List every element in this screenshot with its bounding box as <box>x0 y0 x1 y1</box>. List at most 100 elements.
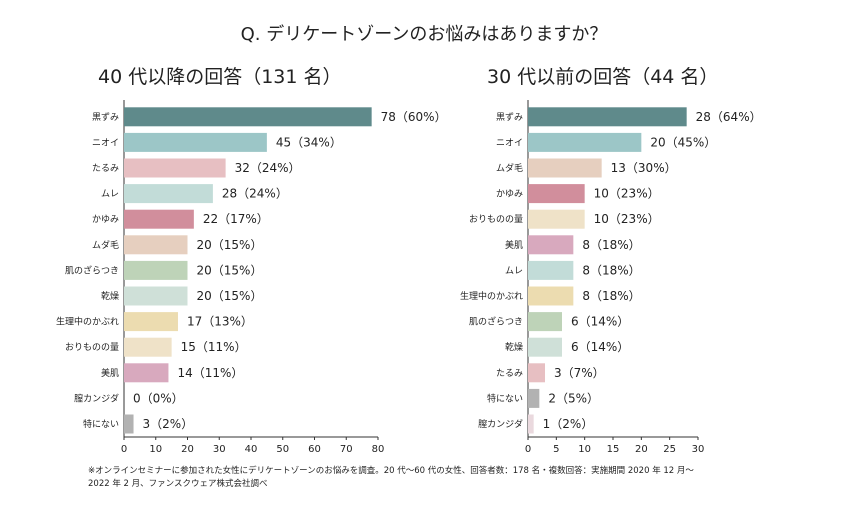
right-value-label: 8（18%） <box>582 238 640 252</box>
right-bar <box>528 235 574 255</box>
left-value-label: 17（13%） <box>187 315 253 329</box>
right-value-label: 28（64%） <box>696 110 762 124</box>
left-x-tick-label: 50 <box>276 444 289 455</box>
left-value-label: 78（60%） <box>381 110 447 124</box>
right-bar <box>528 363 545 383</box>
right-value-label: 1（2%） <box>543 417 594 431</box>
right-bar <box>528 312 562 332</box>
left-value-label: 14（11%） <box>177 366 243 380</box>
right-category-label: 生理中のかぶれ <box>460 290 523 302</box>
left-value-label: 20（15%） <box>197 289 263 303</box>
left-bar <box>124 414 134 434</box>
footnote-line-1: ※オンラインセミナーに参加された女性にデリケートゾーンのお悩みを調査。20 代〜… <box>88 466 694 476</box>
left-x-tick-label: 0 <box>121 444 127 455</box>
left-bar <box>124 260 188 280</box>
right-value-label: 6（14%） <box>571 315 629 329</box>
right-x-tick-label: 25 <box>663 444 676 455</box>
left-value-label: 15（11%） <box>181 340 247 354</box>
right-value-label: 13（30%） <box>611 161 677 175</box>
right-category-label: 膣カンジダ <box>478 418 523 430</box>
right-value-label: 6（14%） <box>571 340 629 354</box>
left-x-tick-label: 60 <box>308 444 321 455</box>
left-chart-title: 40 代以降の回答（131 名） <box>98 66 342 88</box>
left-category-label: 肌のざらつき <box>65 264 119 276</box>
left-bar <box>124 337 172 357</box>
left-category-label: かゆみ <box>92 214 119 225</box>
right-bar <box>528 158 602 178</box>
right-x-tick-label: 15 <box>607 444 620 455</box>
left-bar <box>124 107 372 127</box>
right-category-label: 美肌 <box>505 239 523 251</box>
left-value-label: 32（24%） <box>235 161 301 175</box>
left-x-tick-label: 80 <box>372 444 385 455</box>
right-value-label: 3（7%） <box>554 366 605 380</box>
left-category-label: 特にない <box>83 418 119 430</box>
right-value-label: 10（23%） <box>594 212 660 226</box>
left-category-label: 生理中のかぶれ <box>56 316 119 328</box>
left-category-label: おりものの量 <box>65 342 119 353</box>
left-value-label: 22（17%） <box>203 212 269 226</box>
left-x-tick-label: 30 <box>213 444 226 455</box>
right-category-label: ムダ毛 <box>496 162 523 174</box>
left-category-label: ムダ毛 <box>92 239 119 251</box>
left-value-label: 45（34%） <box>276 135 342 149</box>
right-category-label: 肌のざらつき <box>469 316 523 328</box>
right-bar <box>528 107 687 127</box>
right-value-label: 8（18%） <box>582 289 640 303</box>
right-x-tick-label: 30 <box>692 444 705 455</box>
right-bar <box>528 260 574 280</box>
right-chart-title: 30 代以前の回答（44 名） <box>487 66 719 88</box>
left-value-label: 20（15%） <box>197 263 263 277</box>
right-value-label: 8（18%） <box>582 263 640 277</box>
right-x-tick-label: 0 <box>525 444 531 455</box>
footnote: ※オンラインセミナーに参加された女性にデリケートゾーンのお悩みを調査。20 代〜… <box>88 465 788 491</box>
left-bar <box>124 209 194 229</box>
left-bar <box>124 184 213 204</box>
right-category-label: 乾燥 <box>505 341 523 353</box>
left-category-label: 美肌 <box>101 367 119 379</box>
right-bar <box>528 209 585 229</box>
left-x-tick-label: 40 <box>245 444 258 455</box>
left-bar <box>124 286 188 306</box>
right-value-label: 20（45%） <box>650 135 716 149</box>
left-category-label: 乾燥 <box>101 290 119 302</box>
left-category-label: 膣カンジダ <box>74 392 119 404</box>
right-value-label: 2（5%） <box>548 391 599 405</box>
right-category-label: ムレ <box>505 265 523 276</box>
left-x-tick-label: 10 <box>149 444 162 455</box>
right-value-label: 10（23%） <box>594 187 660 201</box>
right-category-label: 黒ずみ <box>496 112 523 123</box>
right-bar <box>528 337 562 357</box>
right-bar <box>528 388 540 408</box>
left-value-label: 0（0%） <box>133 391 184 405</box>
left-x-tick-label: 70 <box>340 444 353 455</box>
left-x-tick-label: 20 <box>181 444 194 455</box>
left-bar <box>124 235 188 255</box>
left-category-label: ムレ <box>101 189 119 200</box>
left-bar <box>124 132 267 152</box>
right-bar <box>528 132 642 152</box>
right-category-label: かゆみ <box>496 189 523 200</box>
left-category-label: 黒ずみ <box>92 112 119 123</box>
left-bar <box>124 363 169 383</box>
right-category-label: ニオイ <box>496 137 523 148</box>
right-category-label: たるみ <box>496 368 523 379</box>
left-value-label: 3（2%） <box>143 417 194 431</box>
right-bar <box>528 184 585 204</box>
footnote-line-2: 2022 年 2 月、ファンスクウェア株式会社調べ <box>88 479 268 489</box>
right-x-tick-label: 20 <box>635 444 648 455</box>
left-bar <box>124 312 178 332</box>
left-bar <box>124 158 226 178</box>
right-bar <box>528 286 574 306</box>
right-bar <box>528 414 534 434</box>
left-value-label: 28（24%） <box>222 187 288 201</box>
right-category-label: おりものの量 <box>469 214 523 225</box>
right-x-tick-label: 10 <box>578 444 591 455</box>
survey-question-title: Q. デリケートゾーンのお悩みはありますか？ <box>240 24 608 45</box>
left-category-label: たるみ <box>92 163 119 174</box>
right-category-label: 特にない <box>487 392 523 404</box>
left-value-label: 20（15%） <box>197 238 263 252</box>
right-x-tick-label: 5 <box>553 444 559 455</box>
left-category-label: ニオイ <box>92 137 119 148</box>
